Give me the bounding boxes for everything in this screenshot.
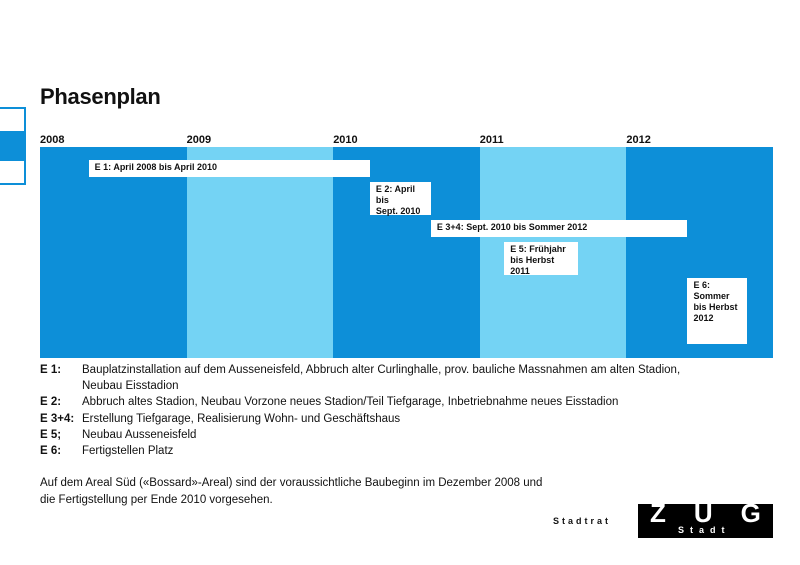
note-text: Auf dem Areal Süd («Bossard»-Areal) sind… [40, 477, 543, 506]
phase-bar-4: E 5: Frühjahr bis Herbst 2011 [504, 242, 578, 276]
legend-description: Bauplatzinstallation auf dem Ausseneisfe… [82, 364, 681, 393]
logo-stadt-text: Stadt [678, 525, 731, 535]
phase-bar-3: E 3+4: Sept. 2010 bis Sommer 2012 [430, 220, 688, 237]
logo-zug-text: ZUG [650, 498, 789, 528]
year-label-2008: 2008 [40, 134, 65, 146]
side-marker-top [0, 107, 26, 133]
legend-row: E 5; Neubau Ausseneisfeld [40, 427, 680, 443]
legend-code: E 5; [40, 428, 62, 441]
legend-description: Fertigstellen Platz [82, 445, 174, 458]
phase-bar-5: E 6: Sommer bis Herbst 2012 [687, 278, 748, 344]
legend-row: E 1: Bauplatzinstallation auf dem Aussene… [40, 362, 680, 394]
year-band-2008 [40, 147, 187, 358]
legend-description: Abbruch altes Stadion, Neubau Vorzone ne… [82, 396, 619, 409]
side-marker-middle [0, 133, 26, 159]
legend-code: E 1: [40, 364, 62, 376]
legend-code: E 2: [40, 396, 62, 409]
legend-description: Erstellung Tiefgarage, Realisierung Wohn… [82, 412, 401, 425]
phase-bar-1: E 1: April 2008 bis April 2010 [88, 160, 370, 177]
zug-logo: ZUG Stadt [638, 498, 773, 538]
legend-code: E 3+4: [40, 412, 75, 425]
year-band-2010 [333, 147, 480, 358]
year-label-2011: 2011 [479, 134, 504, 146]
legend-code: E 6: [40, 445, 62, 458]
legend-description: Neubau Ausseneisfeld [82, 428, 197, 441]
year-label-2009: 2009 [186, 134, 212, 146]
phase-bar-2: E 2: April bis Sept. 2010 [369, 182, 431, 216]
phase-legend: E 1: Bauplatzinstallation auf dem Aussene… [40, 362, 680, 459]
year-band-2009 [186, 147, 334, 358]
year-label-2010: 2010 [333, 134, 358, 146]
page-title: Phasenplan [40, 84, 161, 109]
stadtrat-label: Stadtrat [553, 516, 612, 526]
side-marker-bottom [0, 159, 26, 185]
gantt-chart: E 1: April 2008 bis April 2010 E 2: April… [40, 147, 773, 358]
legend-row: E 2: Abbruch altes Stadion, Neubau Vorzon… [40, 394, 680, 410]
legend-row: E 3+4: Erstellung Tiefgarage, Realisierun… [40, 411, 680, 427]
legend-row: E 6: Fertigstellen Platz [40, 443, 680, 459]
year-label-2012: 2012 [626, 134, 651, 146]
